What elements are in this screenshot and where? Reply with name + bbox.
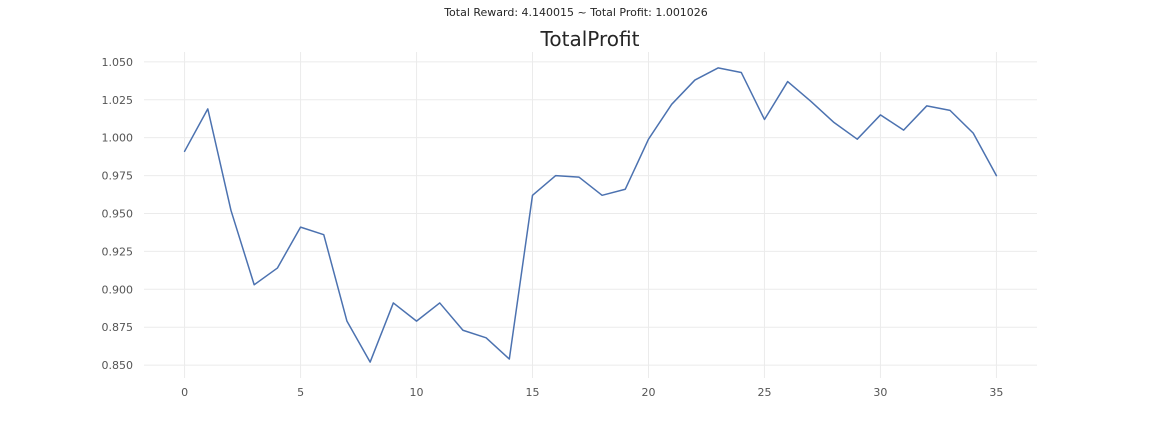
chart-title: TotalProfit: [540, 27, 640, 51]
y-grid: [144, 61, 1037, 366]
y-tick-label: 0.900: [102, 283, 134, 296]
y-tick-label: 1.000: [102, 132, 134, 145]
x-tick-label: 20: [641, 386, 655, 399]
series-line: [183, 67, 998, 363]
series-layer: [183, 67, 998, 363]
x-tick-label: 10: [410, 386, 424, 399]
y-axis: 0.850 0.875 0.900 0.925 0.950 0.975 1.000 1.025…: [102, 56, 134, 372]
x-grid: [184, 52, 997, 378]
y-tick-label: 0.975: [102, 170, 134, 183]
x-tick-label: 30: [873, 386, 887, 399]
x-tick-label: 5: [297, 386, 304, 399]
y-tick-label: 0.850: [102, 359, 134, 372]
y-tick-label: 0.925: [102, 245, 134, 258]
x-tick-label: 0: [181, 386, 188, 399]
x-axis: 0 5 10 15 20 25 30 35: [181, 386, 1003, 399]
x-tick-label: 35: [989, 386, 1003, 399]
figure-suptitle: Total Reward: 4.140015 ~ Total Profit: 1…: [444, 6, 708, 19]
y-tick-label: 0.875: [102, 321, 134, 334]
y-tick-label: 1.025: [102, 94, 134, 107]
x-tick-label: 15: [526, 386, 540, 399]
y-tick-label: 1.050: [102, 56, 134, 69]
x-tick-label: 25: [757, 386, 771, 399]
y-tick-label: 0.950: [102, 207, 134, 220]
